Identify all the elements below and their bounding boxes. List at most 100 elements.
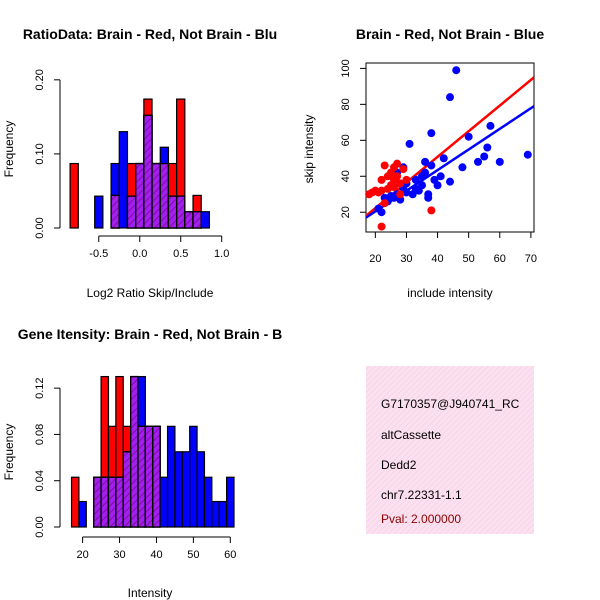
gene-intensity-axes: 20 30 40 50 60 0.00 0.04 0.08 0.12	[34, 377, 236, 561]
x-tick-label: 40	[150, 549, 162, 561]
point-not-brain	[458, 163, 467, 172]
bar-brain	[70, 476, 80, 528]
bar-overlap-hatch	[137, 425, 146, 528]
point-not-brain	[427, 161, 436, 170]
y-tick-label: 0.08	[34, 424, 46, 445]
bar-brain	[69, 162, 79, 229]
bar-not-brain	[203, 476, 213, 528]
point-not-brain	[486, 121, 495, 130]
info-probe-id: G7170357@J940741_RC	[381, 397, 520, 411]
bar-not-brain	[181, 451, 191, 528]
bar-not-brain	[159, 476, 169, 528]
y-tick-label: 0.12	[34, 377, 46, 398]
info-panel: G7170357@J940741_RC altCassette Dedd2 ch…	[366, 366, 534, 534]
ratio-histogram-xlabel: Log2 Ratio Skip/Include	[87, 286, 214, 300]
bar-overlap-hatch	[100, 476, 110, 528]
y-tick-label: 0.00	[34, 217, 46, 238]
point-not-brain	[439, 154, 448, 163]
point-brain	[427, 206, 436, 215]
intensity-scatter-ylabel: skip intensity	[302, 115, 316, 184]
bar-overlap-hatch	[130, 375, 139, 528]
x-tick-label: 40	[431, 253, 443, 265]
bar-overlap-hatch	[143, 114, 153, 229]
bar-not-brain	[166, 425, 176, 528]
scatter-points	[365, 66, 532, 231]
info-gene-name: Dedd2	[381, 458, 417, 472]
point-not-brain	[523, 150, 532, 159]
scatter-plot-box	[365, 62, 535, 233]
bar-overlap-hatch	[115, 476, 124, 528]
bar-not-brain	[174, 451, 183, 528]
y-tick-label: 0.20	[34, 69, 46, 90]
point-brain	[393, 172, 402, 181]
point-brain	[380, 161, 389, 170]
point-not-brain	[480, 152, 489, 161]
point-not-brain	[474, 157, 482, 166]
bar-overlap-hatch	[135, 162, 145, 229]
x-tick-label: 50	[187, 549, 199, 561]
y-tick-label: 0.00	[34, 516, 46, 537]
point-not-brain	[433, 181, 442, 190]
point-not-brain	[436, 172, 445, 181]
bar-not-brain	[211, 500, 220, 528]
point-not-brain	[411, 184, 420, 193]
point-brain	[402, 175, 411, 184]
point-not-brain	[411, 175, 420, 184]
point-brain	[377, 175, 386, 184]
y-tick-label: 20	[340, 206, 352, 218]
y-tick-label: 100	[340, 59, 352, 77]
bar-overlap-hatch	[152, 425, 161, 528]
point-not-brain	[483, 143, 492, 152]
ratio-histogram-axes: -0.5 0.0 0.5 1.0 0.00 0.10 0.20	[34, 69, 229, 260]
x-tick-label: 30	[113, 549, 125, 561]
x-tick-label: 50	[463, 253, 475, 265]
bar-overlap-hatch	[151, 162, 161, 229]
x-tick-label: 0.0	[132, 248, 147, 260]
ratio-histogram-bars	[69, 98, 211, 229]
x-tick-label: 20	[369, 253, 381, 265]
x-tick-label: 70	[525, 253, 537, 265]
info-event-type: altCassette	[381, 428, 441, 442]
point-not-brain	[464, 132, 473, 141]
x-tick-label: 60	[494, 253, 506, 265]
bar-overlap-hatch	[144, 425, 154, 528]
x-tick-label: 30	[400, 253, 412, 265]
y-tick-label: 0.10	[34, 143, 46, 164]
point-not-brain	[421, 168, 430, 177]
ratio-histogram-ylabel: Frequency	[2, 121, 16, 178]
point-brain	[393, 159, 402, 168]
bar-overlap-hatch	[184, 211, 194, 229]
y-tick-label: 60	[340, 134, 352, 146]
scatter-axes: 20 30 40 50 60 70 20 40 60 80 100	[340, 59, 537, 265]
gene-intensity-ylabel: Frequency	[2, 424, 16, 481]
point-not-brain	[446, 93, 454, 102]
y-tick-label: 80	[340, 98, 352, 110]
y-tick-label: 40	[340, 170, 352, 182]
bar-not-brain	[218, 500, 228, 528]
point-not-brain	[424, 190, 433, 199]
point-not-brain	[452, 66, 461, 75]
bar-overlap-hatch	[107, 476, 117, 528]
x-tick-label: 60	[224, 549, 236, 561]
point-brain	[377, 222, 386, 231]
point-brain	[377, 186, 386, 195]
bar-overlap-hatch	[176, 195, 186, 229]
point-brain	[396, 179, 405, 188]
point-not-brain	[495, 157, 504, 166]
y-tick-label: 0.04	[34, 470, 46, 491]
gene-intensity-title: Gene Itensity: Brain - Red, Not Brain - …	[18, 326, 282, 342]
ratio-histogram: RatioData: Brain - Red, Not Brain - Blu …	[2, 26, 277, 300]
point-not-brain	[446, 177, 454, 186]
bar-not-brain	[118, 131, 129, 229]
point-not-brain	[421, 157, 430, 166]
point-brain	[396, 190, 405, 199]
point-not-brain	[405, 139, 414, 148]
x-tick-label: 20	[76, 549, 88, 561]
gene-intensity-bars	[70, 375, 235, 528]
bar-not-brain	[189, 425, 198, 528]
bar-overlap-hatch	[126, 195, 137, 229]
bar-overlap-hatch	[192, 211, 202, 229]
info-panel-background	[366, 366, 534, 534]
bar-not-brain	[226, 476, 235, 528]
x-tick-label: 0.5	[173, 248, 188, 260]
